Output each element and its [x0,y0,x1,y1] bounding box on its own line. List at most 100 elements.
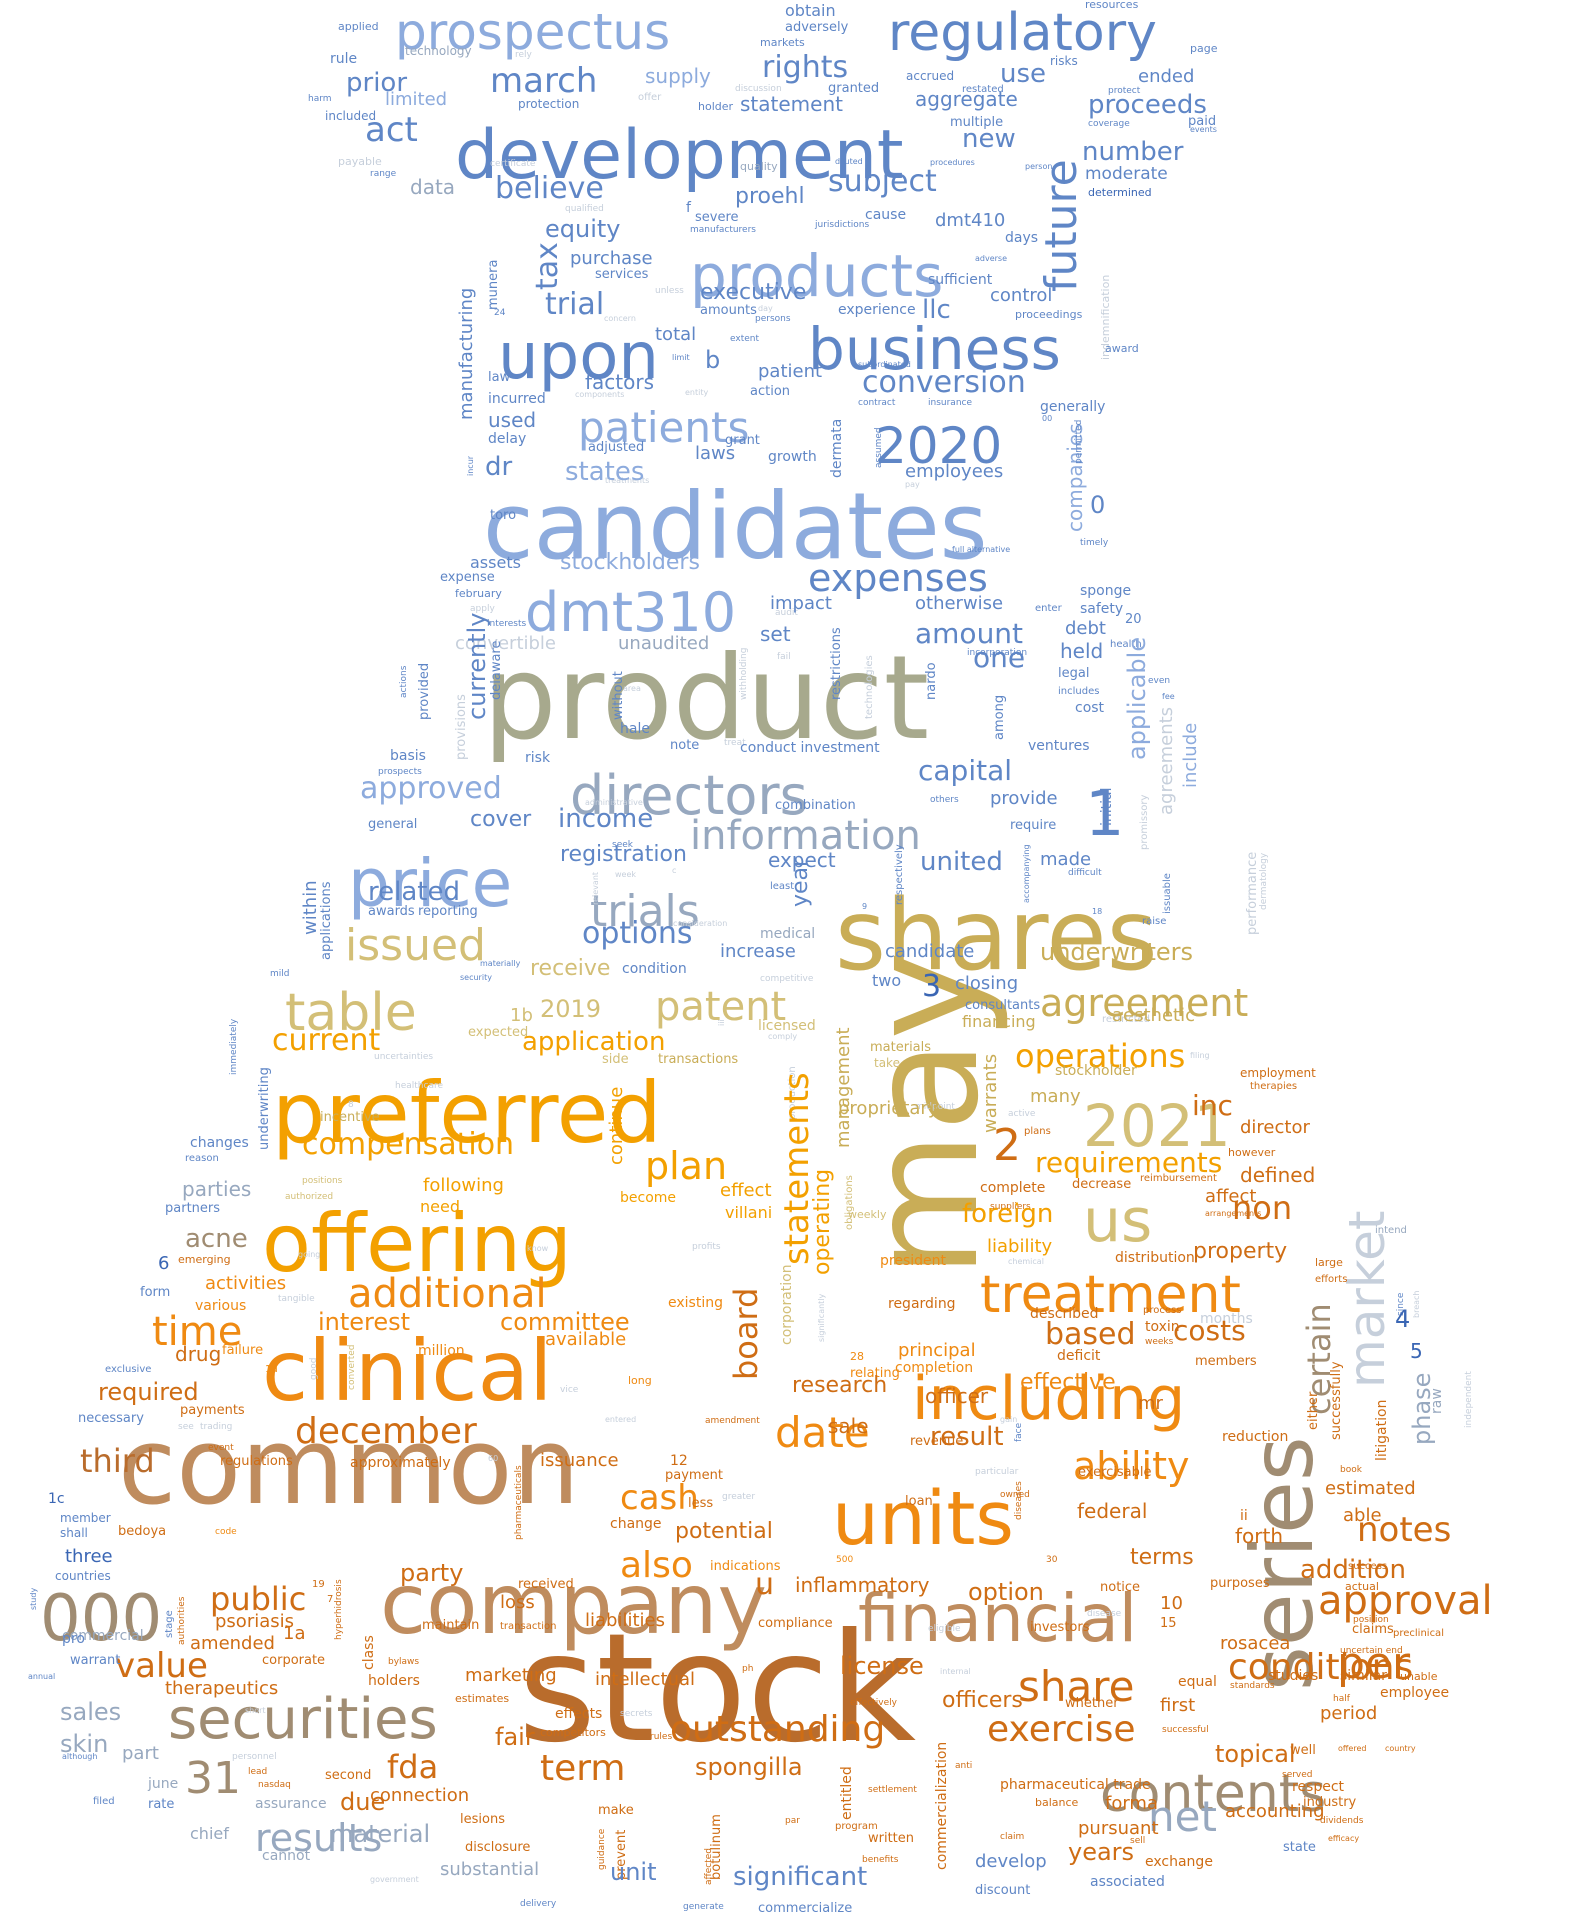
word-proceedings: proceedings [1015,308,1083,321]
word-see: see [178,1422,194,1432]
word-expenses: expenses [808,556,988,600]
word-face: face [1014,1422,1024,1442]
word-filing: filing [1190,1051,1210,1060]
word-difficult: difficult [1068,868,1102,878]
word-clinical: clinical [262,1322,553,1420]
word-license: license [840,1652,924,1680]
word-property: property [1193,1239,1288,1264]
word-10: 10 [1160,1593,1183,1614]
word-march: march [490,61,598,101]
word-issuance: issuance [540,1450,619,1471]
word-however: however [1228,1146,1276,1159]
word-12: 12 [670,1453,688,1469]
word-government: government [370,1875,419,1884]
word-dermata: dermata [829,418,845,478]
word-1: 1 [1085,777,1125,850]
word-one: one [973,641,1026,674]
word-rights: rights [762,50,849,85]
word-issuable: issuable [1162,873,1173,914]
word-three: three [65,1546,113,1567]
word-terms: terms [1130,1545,1194,1570]
word-assumed: assumed [874,427,884,468]
word-years: years [1068,1838,1135,1866]
word-activities: activities [205,1273,287,1294]
word-c: c [672,866,677,875]
word-outstanding: outstanding [670,1709,886,1750]
word-guidance: guidance [597,1828,607,1870]
word-hale: hale [620,721,650,737]
word-standards: standards [1230,1681,1275,1691]
word-mr: mr [1138,1393,1163,1414]
word-candidate: candidate [885,941,975,962]
word-proprietary: proprietary [838,1098,939,1119]
word-stock: stock [518,1602,917,1776]
word-directors: directors [570,764,808,827]
word-total: total [655,324,697,345]
word-made: made [1040,849,1092,870]
word-continue: continue [606,1086,627,1165]
word-two: two [872,971,902,990]
word-materials: materials [870,1040,932,1055]
word-disclosure: disclosure [465,1840,531,1855]
word-day: day [758,304,773,313]
word-licensed: licensed [758,1018,816,1034]
word-first: first [1160,1695,1196,1716]
word-committee: committee [500,1308,630,1336]
word-stage: stage [164,1610,175,1638]
word-profits: profits [692,1242,721,1252]
word-interest: interest [318,1308,411,1336]
word-respectively: respectively [894,844,905,905]
word-result: result [930,1422,1004,1452]
word-regulations: regulations [220,1454,293,1469]
word-note: note [670,738,700,753]
word-decrease: decrease [1072,1177,1132,1192]
word-u: u [755,1567,775,1602]
word-award: award [1105,342,1139,355]
word-entity: entity [685,388,709,397]
word-data: data [410,175,456,199]
word-know: know [527,1244,549,1253]
word-underwriters: underwriters [1040,938,1193,966]
word-closing: closing [955,973,1019,994]
word-time: time [152,1309,243,1355]
word-amounts: amounts [700,303,757,318]
word-approval: approval [1318,1578,1493,1624]
word-others: others [930,795,959,805]
word-2020: 2020 [875,417,1003,475]
word-capital: capital [918,754,1013,787]
word-required: required [98,1378,199,1406]
word-price: price [348,845,513,922]
word-moderate: moderate [1085,164,1168,184]
word-date: date [775,1408,870,1457]
word-short: short [245,1706,266,1715]
word-significant: significant [733,1862,868,1892]
word-convertible: convertible [455,633,557,654]
word-cover: cover [470,807,532,832]
word-unaudited: unaudited [618,633,710,654]
word-30: 30 [1046,1555,1058,1565]
word-tangible: tangible [278,1294,315,1304]
word-internal: internal [940,1667,971,1676]
word-contents: contents [1100,1764,1327,1824]
word-payment: payment [665,1468,723,1483]
word-iii: iii [717,1019,726,1026]
word-conversion: conversion [862,365,1026,400]
word-used: used [488,408,537,432]
word-officer: officer [925,1384,989,1408]
word-provided: provided [417,662,432,720]
word-inflammatory: inflammatory [795,1573,930,1597]
word-million: million [418,1343,465,1359]
word-offering: offering [262,1197,572,1290]
word-cause: cause [865,207,907,223]
word-estimates: estimates [455,1692,510,1705]
word-indications: indications [710,1559,781,1574]
word-costs: costs [1173,1314,1246,1347]
word-candidates: candidates [483,473,988,580]
word-june: june [148,1776,179,1792]
word-risk: risk [525,750,551,766]
word-protection: protection [518,97,580,111]
word-underwriting: underwriting [257,1067,272,1150]
word-application: application [522,1027,666,1057]
word-notes: notes [1357,1510,1452,1550]
